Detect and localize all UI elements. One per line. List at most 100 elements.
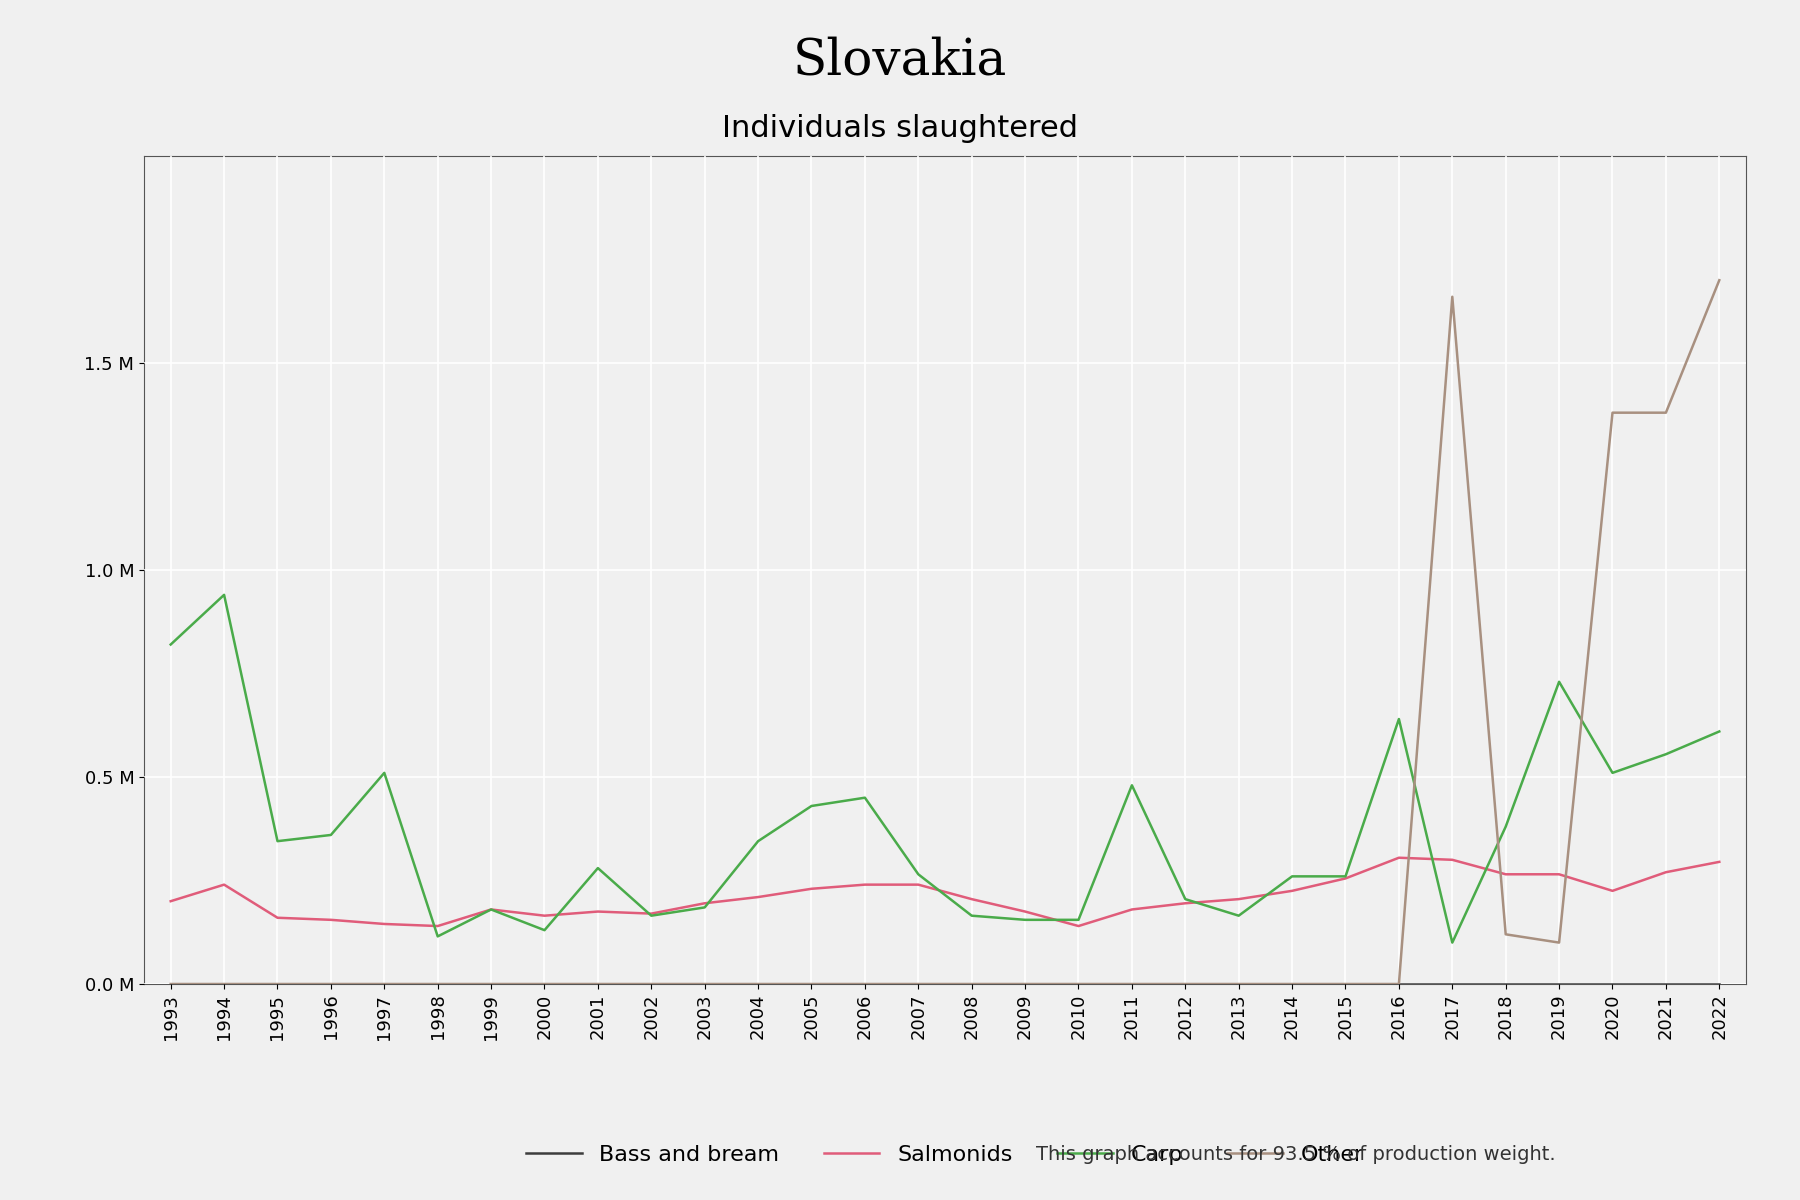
Salmonids	[1228, 892, 1249, 906]
Legend: Bass and bream, Salmonids, Carp, Other: Bass and bream, Salmonids, Carp, Other	[517, 1136, 1373, 1174]
Salmonids	[693, 896, 715, 911]
Other	[212, 977, 234, 991]
Salmonids	[373, 917, 394, 931]
Carp	[907, 868, 929, 882]
Carp	[1602, 766, 1624, 780]
Carp	[481, 902, 502, 917]
Salmonids	[1494, 868, 1516, 882]
Carp	[1388, 712, 1409, 726]
Other	[587, 977, 608, 991]
Bass and bream	[266, 977, 288, 991]
Carp	[1708, 725, 1730, 739]
Other	[907, 977, 929, 991]
Other	[1228, 977, 1249, 991]
Carp	[1442, 936, 1463, 950]
Bass and bream	[1548, 977, 1570, 991]
Bass and bream	[1334, 977, 1355, 991]
Carp	[641, 908, 662, 923]
Bass and bream	[1013, 977, 1035, 991]
Salmonids	[1121, 902, 1143, 917]
Carp	[266, 834, 288, 848]
Bass and bream	[1654, 977, 1676, 991]
Salmonids	[1067, 919, 1089, 934]
Carp	[1548, 674, 1570, 689]
Carp	[427, 929, 448, 943]
Bass and bream	[641, 977, 662, 991]
Bass and bream	[801, 977, 823, 991]
Salmonids	[1602, 883, 1624, 898]
Carp	[961, 908, 983, 923]
Text: This graph accounts for 93.5 % of production weight.: This graph accounts for 93.5 % of produc…	[1037, 1145, 1555, 1164]
Bass and bream	[1228, 977, 1249, 991]
Other	[1654, 406, 1676, 420]
Salmonids	[1442, 852, 1463, 866]
Bass and bream	[320, 977, 342, 991]
Bass and bream	[160, 977, 182, 991]
Salmonids	[1174, 896, 1195, 911]
Salmonids	[160, 894, 182, 908]
Carp	[1174, 892, 1195, 906]
Other	[853, 977, 875, 991]
Salmonids	[266, 911, 288, 925]
Other	[801, 977, 823, 991]
Salmonids	[481, 902, 502, 917]
Salmonids	[1548, 868, 1570, 882]
Other	[1282, 977, 1303, 991]
Carp	[1013, 913, 1035, 928]
Text: Individuals slaughtered: Individuals slaughtered	[722, 114, 1078, 143]
Bass and bream	[427, 977, 448, 991]
Salmonids	[533, 908, 554, 923]
Other	[1121, 977, 1143, 991]
Other	[747, 977, 769, 991]
Carp	[1228, 908, 1249, 923]
Other	[1388, 977, 1409, 991]
Salmonids	[320, 913, 342, 928]
Salmonids	[1282, 883, 1303, 898]
Bass and bream	[1282, 977, 1303, 991]
Carp	[212, 588, 234, 602]
Other	[693, 977, 715, 991]
Bass and bream	[693, 977, 715, 991]
Salmonids	[801, 882, 823, 896]
Bass and bream	[1067, 977, 1089, 991]
Other	[481, 977, 502, 991]
Carp	[533, 923, 554, 937]
Other	[533, 977, 554, 991]
Carp	[1654, 748, 1676, 762]
Other	[266, 977, 288, 991]
Other	[1602, 406, 1624, 420]
Other	[373, 977, 394, 991]
Bass and bream	[1708, 977, 1730, 991]
Bass and bream	[481, 977, 502, 991]
Salmonids	[641, 906, 662, 920]
Bass and bream	[1494, 977, 1516, 991]
Other	[160, 977, 182, 991]
Carp	[801, 799, 823, 814]
Other	[1548, 936, 1570, 950]
Other	[1708, 274, 1730, 288]
Text: Slovakia: Slovakia	[792, 36, 1008, 85]
Bass and bream	[533, 977, 554, 991]
Bass and bream	[853, 977, 875, 991]
Carp	[747, 834, 769, 848]
Line: Salmonids: Salmonids	[171, 858, 1719, 926]
Bass and bream	[961, 977, 983, 991]
Carp	[1334, 869, 1355, 883]
Salmonids	[1334, 871, 1355, 886]
Salmonids	[1388, 851, 1409, 865]
Bass and bream	[1121, 977, 1143, 991]
Carp	[320, 828, 342, 842]
Carp	[373, 766, 394, 780]
Bass and bream	[1388, 977, 1409, 991]
Bass and bream	[1602, 977, 1624, 991]
Salmonids	[212, 877, 234, 892]
Other	[1067, 977, 1089, 991]
Salmonids	[1013, 905, 1035, 919]
Bass and bream	[747, 977, 769, 991]
Other	[1334, 977, 1355, 991]
Carp	[587, 860, 608, 875]
Carp	[1282, 869, 1303, 883]
Line: Carp: Carp	[171, 595, 1719, 943]
Carp	[160, 637, 182, 652]
Carp	[853, 791, 875, 805]
